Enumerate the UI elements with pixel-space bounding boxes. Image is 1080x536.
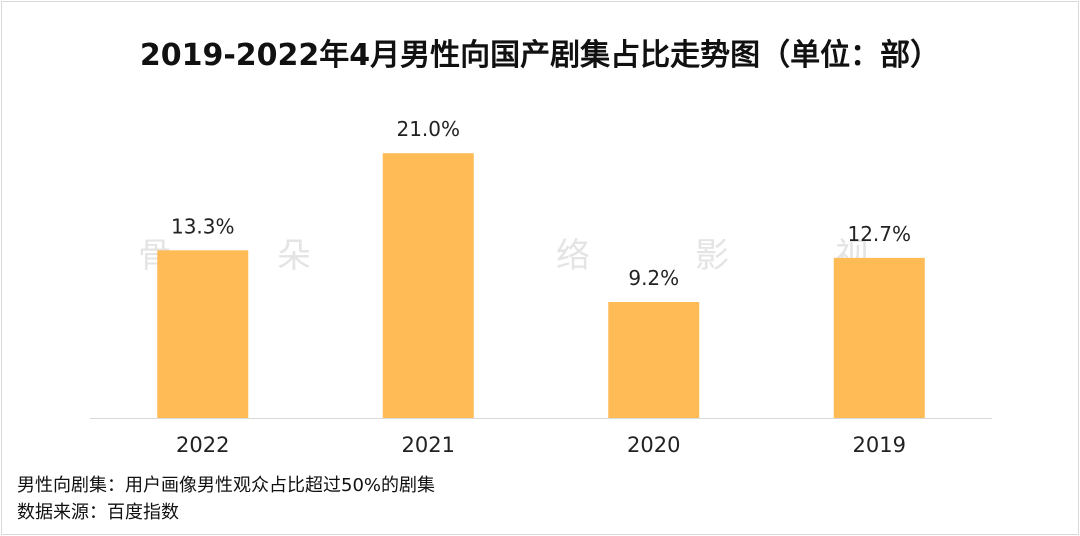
watermark-char: 影 [695, 236, 729, 276]
footnote-definition: 男性向剧集：用户画像男性观众占比超过50%的剧集 [17, 475, 436, 496]
bar-2022 [157, 250, 249, 418]
watermark-char: 朵 [277, 236, 311, 276]
x-tick-label-2021: 2021 [402, 433, 455, 457]
data-label-2021: 21.0% [396, 117, 460, 141]
chart-title: 2019-2022年4月男性向国产剧集占比走势图（单位：部） [139, 38, 941, 73]
data-label-2022: 13.3% [171, 214, 235, 238]
bar-2019 [833, 257, 925, 418]
x-tick-label-2019: 2019 [853, 433, 906, 457]
watermark-char: 络 [556, 236, 590, 276]
x-tick-label-2020: 2020 [627, 433, 680, 457]
data-label-2019: 12.7% [847, 222, 911, 246]
data-label-2020: 9.2% [628, 266, 679, 290]
footnote-source: 数据来源：百度指数 [17, 502, 179, 523]
x-tick-label-2022: 2022 [176, 433, 229, 457]
bar-2020 [608, 302, 700, 418]
bar-2021 [382, 153, 474, 418]
